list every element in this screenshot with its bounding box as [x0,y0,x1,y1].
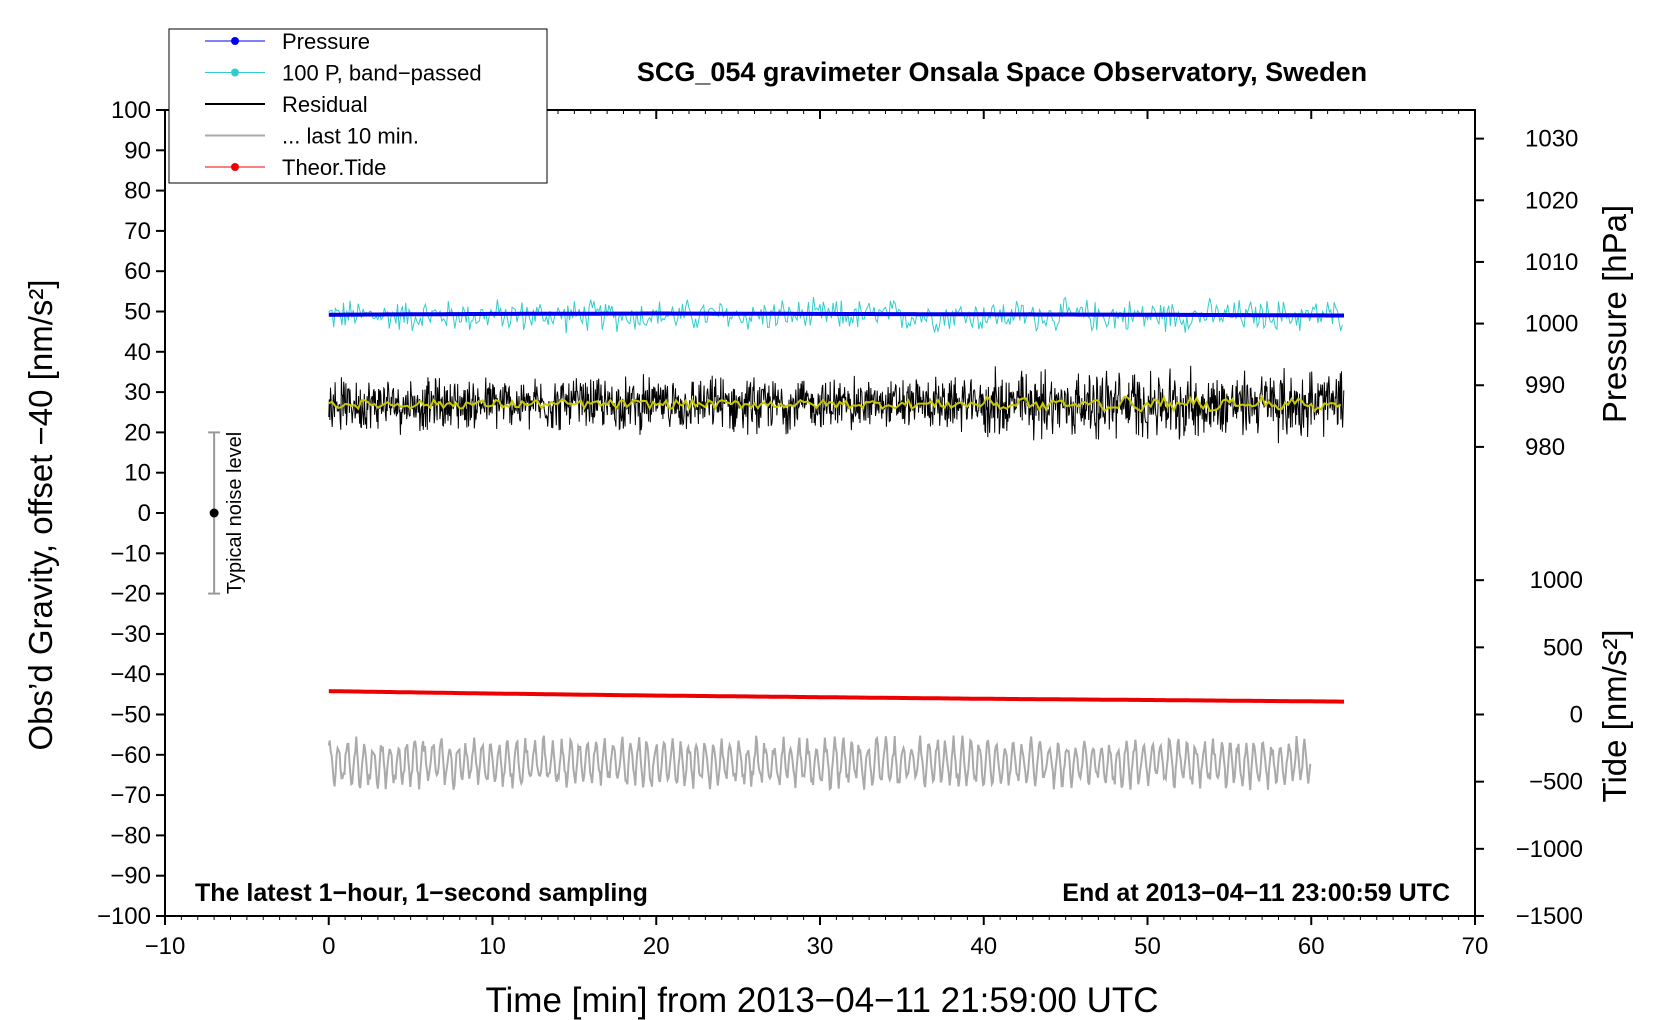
series-last10min-line [327,735,1312,792]
x-tick-label: 30 [807,933,834,960]
tide-axis-ticks: 1000 500 0 −500 −1000 −1500 [1475,567,1583,930]
x-tick-label: −10 [145,933,186,960]
series-smoothed-residual-line [328,394,1342,414]
y-tick-label: 30 [124,379,151,406]
sampling-annotation: The latest 1−hour, 1−second sampling [195,879,648,907]
x-tick-label: 10 [479,933,506,960]
legend-label: 100 P, band−passed [282,61,482,86]
legend: Pressure 100 P, band−passed Residual ... la… [168,28,548,184]
x-axis-ticks: −10 0 10 20 30 40 50 60 70 [145,110,1489,960]
series-pressure-line [328,311,1344,318]
y-tick-label: −50 [110,702,151,729]
pressure-axis-ticks: 1030 1020 1010 1000 990 980 [1475,126,1578,461]
pressure-tick-label: 1010 [1525,249,1578,276]
legend-swatch-dot [231,68,239,77]
tide-tick-label: −1000 [1516,836,1583,863]
pressure-tick-label: 1030 [1525,126,1578,153]
y-tick-label: −100 [97,903,151,930]
x-tick-label: 70 [1462,933,1489,960]
tide-tick-label: −1500 [1516,903,1583,930]
noise-bar-center-dot [209,508,219,518]
legend-label: Pressure [282,29,370,54]
y-tick-label: −20 [110,581,151,608]
y-axis-label: Obs’d Gravity, offset −40 [nm/s²] [22,279,59,750]
y-tick-label: 90 [124,137,151,164]
y-tick-label: −90 [110,863,151,890]
legend-box [168,28,548,184]
y-tick-label: −80 [110,822,151,849]
legend-items: Pressure 100 P, band−passed Residual ... la… [205,29,482,180]
pressure-axis-label: Pressure [hPa] [1596,205,1633,423]
y-tick-label: 80 [124,178,151,205]
tide-axis-label: Tide [nm/s²] [1596,630,1633,803]
end-time-annotation: End at 2013−04−11 23:00:59 UTC [1062,879,1450,907]
tide-tick-label: 0 [1570,702,1583,729]
x-tick-label: 20 [643,933,670,960]
y-tick-label: −60 [110,742,151,769]
x-tick-label: 40 [970,933,997,960]
x-axis-label: Time [min] from 2013−04−11 21:59:00 UTC [485,981,1158,1020]
y-tick-label: 0 [138,500,151,527]
y-tick-label: 70 [124,218,151,245]
y-tick-label: 50 [124,299,151,326]
x-tick-label: 50 [1134,933,1161,960]
plot-frame [164,109,1476,917]
x-tick-label: 0 [322,933,335,960]
y-tick-label: 10 [124,460,151,487]
y-tick-label: −30 [110,621,151,648]
y-tick-label: −10 [110,540,151,567]
legend-swatch-dot [231,163,239,171]
series-layer [327,296,1345,792]
legend-label: Theor.Tide [282,155,386,180]
y-tick-label: −70 [110,782,151,809]
y-tick-label: 100 [111,97,151,124]
series-tide-line [328,689,1344,704]
tide-tick-label: 500 [1543,634,1583,661]
chart-title: SCG_054 gravimeter Onsala Space Observat… [637,57,1367,87]
y-tick-label: 40 [124,339,151,366]
legend-swatch-dot [231,37,239,45]
noise-level-label: Typical noise level [224,432,246,594]
y-tick-label: 60 [124,258,151,285]
tide-tick-label: 1000 [1530,567,1583,594]
pressure-tick-label: 1000 [1525,311,1578,338]
y-axis-ticks: 1009080706050403020100−10−20−30−40−50−60… [97,97,165,930]
legend-label: Residual [282,92,368,117]
tide-tick-label: −500 [1529,769,1583,796]
noise-level-bar [208,431,221,595]
series-residual-line [328,365,1345,444]
pressure-tick-label: 1020 [1525,187,1578,214]
pressure-tick-label: 990 [1525,372,1565,399]
pressure-tick-label: 980 [1525,434,1565,461]
legend-label: ... last 10 min. [282,124,419,149]
y-tick-label: 20 [124,419,151,446]
y-tick-label: −40 [110,661,151,688]
series-bandpassed-line [328,296,1343,334]
x-tick-label: 60 [1298,933,1325,960]
